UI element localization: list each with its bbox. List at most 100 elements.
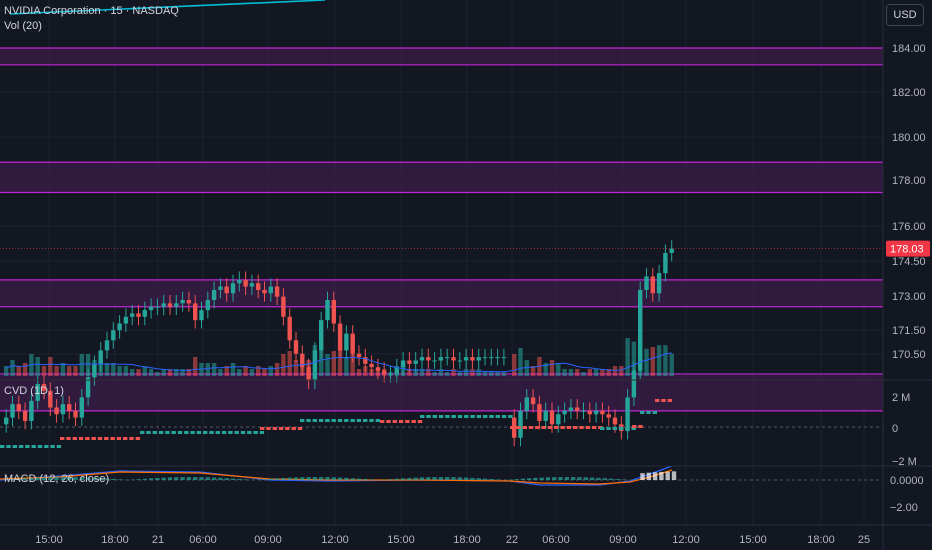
volume-bar — [575, 369, 580, 376]
macd-histogram-bar — [369, 479, 374, 480]
volume-bar — [104, 363, 110, 376]
volume-bar — [123, 366, 129, 376]
cvd-bar — [104, 437, 109, 440]
cvd-bar — [640, 411, 645, 414]
cvd-bar — [585, 426, 590, 429]
macd-histogram-bar — [161, 477, 166, 480]
cvd-bar — [37, 445, 43, 448]
macd-histogram-bar — [482, 478, 488, 480]
macd-histogram-bar — [193, 477, 198, 480]
cvd-bar — [606, 427, 611, 430]
cvd-bar — [116, 437, 122, 440]
volume-bar — [482, 372, 488, 376]
cvd-bar — [158, 431, 164, 434]
macd-histogram-bar — [98, 478, 103, 480]
volume-bar — [463, 369, 469, 376]
volume-bar — [205, 363, 210, 376]
time-axis-label: 06:00 — [189, 534, 217, 546]
currency-button[interactable]: USD — [886, 4, 924, 26]
macd-histogram-bar — [646, 472, 651, 480]
candle-body — [117, 323, 122, 331]
macd-histogram-bar — [85, 477, 91, 480]
macd-histogram-bar — [92, 477, 97, 480]
time-axis-label: 18:00 — [807, 534, 835, 546]
macd-legend[interactable]: MACD (12, 26, close) — [4, 473, 110, 485]
volume-bar — [470, 369, 475, 376]
zone-fill — [0, 162, 883, 193]
volume-bar — [394, 366, 399, 376]
volume-bar — [344, 357, 349, 376]
macd-histogram-bar — [545, 477, 551, 480]
cvd-bar — [234, 431, 239, 434]
cvd-axis-label: 2 M — [892, 392, 910, 404]
volume-bar — [619, 366, 624, 376]
candle-body — [281, 296, 286, 317]
candle-body — [85, 377, 91, 398]
candle-body — [568, 407, 574, 411]
cvd-bar — [470, 415, 475, 418]
candle-body — [463, 357, 469, 361]
candle-body — [230, 283, 236, 294]
macd-histogram-bar — [514, 479, 519, 480]
macd-histogram-bar — [243, 479, 248, 480]
cvd-bar — [398, 420, 404, 423]
cvd-legend[interactable]: CVD (1D, 1) — [4, 385, 64, 397]
symbol-title[interactable]: NVIDIA Corporation · 15 · NASDAQ — [4, 5, 179, 17]
candle-body — [174, 303, 179, 307]
volume-bar — [638, 314, 643, 376]
cvd-bar — [451, 415, 456, 418]
macd-histogram-bar — [438, 477, 444, 480]
macd-histogram-bar — [659, 471, 664, 480]
time-axis-label: 18:00 — [453, 534, 481, 546]
macd-histogram-bar — [262, 479, 267, 480]
candle-body — [501, 357, 507, 359]
macd-histogram-bar — [293, 477, 299, 480]
candle-body — [562, 410, 567, 415]
volume-bar — [300, 360, 305, 376]
cvd-bar — [140, 431, 145, 434]
candle-body — [123, 316, 129, 324]
cvd-axis-label: −2 M — [892, 456, 917, 468]
cvd-bar — [253, 431, 258, 434]
candle-body — [470, 357, 475, 361]
macd-histogram-bar — [10, 479, 15, 480]
volume-bar — [407, 369, 412, 376]
cvd-bar — [291, 427, 296, 430]
time-axis-label: 21 — [152, 534, 164, 546]
time-axis-label: 22 — [506, 534, 518, 546]
cvd-bar — [331, 419, 336, 422]
candle-body — [10, 404, 15, 418]
cvd-bar — [579, 426, 584, 429]
candle-body — [407, 360, 412, 364]
volume-legend[interactable]: Vol (20) — [4, 20, 42, 32]
macd-histogram-bar — [148, 478, 154, 480]
volume-bar — [663, 345, 668, 376]
volume-bar — [174, 369, 179, 376]
candle-body — [155, 306, 160, 308]
candle-body — [556, 414, 561, 425]
volume-bar — [73, 366, 78, 376]
volume-bar — [419, 369, 425, 376]
candle-body — [243, 279, 248, 287]
macd-histogram-bar — [583, 477, 588, 480]
macd-histogram-bar — [199, 477, 204, 480]
volume-bar — [10, 360, 15, 376]
volume-bar — [568, 369, 574, 376]
candle-body — [524, 397, 529, 411]
candle-body — [518, 410, 523, 438]
cvd-bar — [386, 420, 391, 423]
candle-body — [419, 357, 425, 361]
cvd-bar — [667, 399, 672, 402]
volume-bar — [262, 369, 267, 376]
cvd-bar — [60, 437, 65, 440]
cvd-bar — [522, 426, 527, 429]
candle-body — [35, 384, 40, 401]
cvd-bar — [66, 437, 71, 440]
macd-histogram-bar — [451, 477, 456, 480]
cvd-bar — [625, 427, 630, 430]
cvd-bar — [152, 431, 157, 434]
macd-histogram-bar — [394, 478, 399, 480]
cvd-bar — [6, 445, 11, 448]
volume-bar — [111, 363, 116, 376]
